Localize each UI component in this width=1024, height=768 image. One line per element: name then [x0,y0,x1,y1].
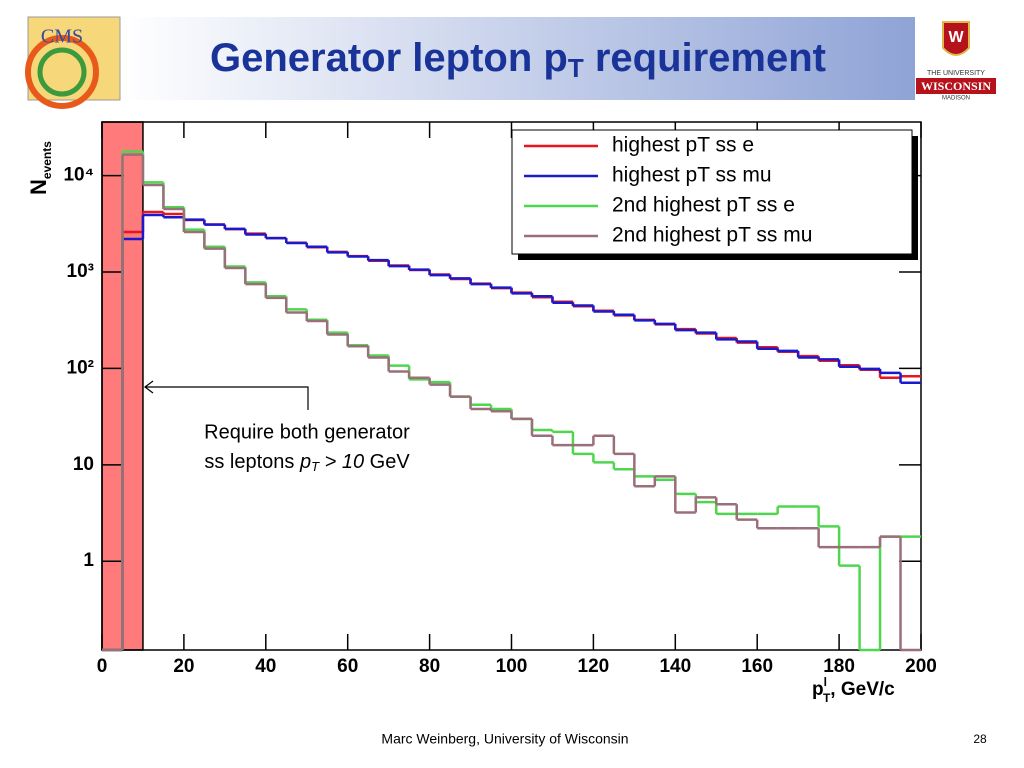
logo-text: THE UNIVERSITY [927,70,985,77]
svg-text:W: W [948,29,964,46]
y-tick-label: 1 [83,550,94,571]
plot: 1 10 10² 10³ 10⁴ 0 20 40 60 80 100 120 140 160 180 200 p… [26,121,937,705]
x-axis-label: pl T, GeV/c [812,675,895,705]
x-tick-label: 140 [659,656,691,677]
logo-text: WISCONSIN [921,79,991,93]
chart-title: Generator lepton pT requirement [210,36,826,83]
y-tick-label: 10 [73,454,94,475]
x-tick-label: 40 [255,656,276,677]
legend-label: highest pT ss mu [612,164,772,187]
x-tick-label: 120 [578,656,610,677]
legend-label: highest pT ss e [612,134,754,157]
annotation-part: GeV [364,451,410,473]
y-tick-label: 10⁴ [63,165,94,186]
y-axis-label: Nevents [26,141,54,195]
x-label-part: p [812,679,824,700]
x-tick-label: 160 [741,656,773,677]
logo-text: CMS [41,26,83,48]
y-label-part: N [26,179,51,195]
title-part: Generator lepton p [210,36,568,80]
legend-label: 2nd highest pT ss e [612,194,795,217]
annotation: Require both generator [204,421,410,443]
x-tick-label: 0 [97,656,108,677]
y-label-sub: events [40,141,54,179]
x-tick-label: 20 [173,656,194,677]
title-sub: T [568,53,584,83]
y-tick-label: 10³ [67,261,94,282]
x-label-sub: T [823,691,831,705]
footer-author: Marc Weinberg, University of Wisconsin [381,731,628,747]
annotation-arrow [144,380,309,410]
annotation: ss leptons pT > 10 GeV [204,451,410,474]
header-band [120,17,915,100]
x-label-sup: l [824,675,827,689]
x-label-part: , GeV/c [830,679,895,700]
x-tick-label: 80 [419,656,440,677]
legend [511,129,913,255]
cms-logo: CMS [25,16,121,109]
legend-label: 2nd highest pT ss mu [612,224,812,247]
annotation-part: T [311,459,320,474]
page-number: 28 [973,732,987,746]
x-tick-label: 60 [337,656,358,677]
title-part: requirement [584,36,826,80]
annotation-part: > 10 [319,451,364,473]
logo-text: MADISON [942,96,970,102]
wisconsin-logo: W THE UNIVERSITY WISCONSIN MADISON [916,21,996,102]
annotation-part: ss leptons [204,451,300,473]
x-tick-label: 100 [496,656,528,677]
x-tick-label: 200 [905,656,937,677]
x-tick-label: 180 [823,656,855,677]
annotation-part: p [299,451,311,473]
y-tick-label: 10² [67,357,94,378]
